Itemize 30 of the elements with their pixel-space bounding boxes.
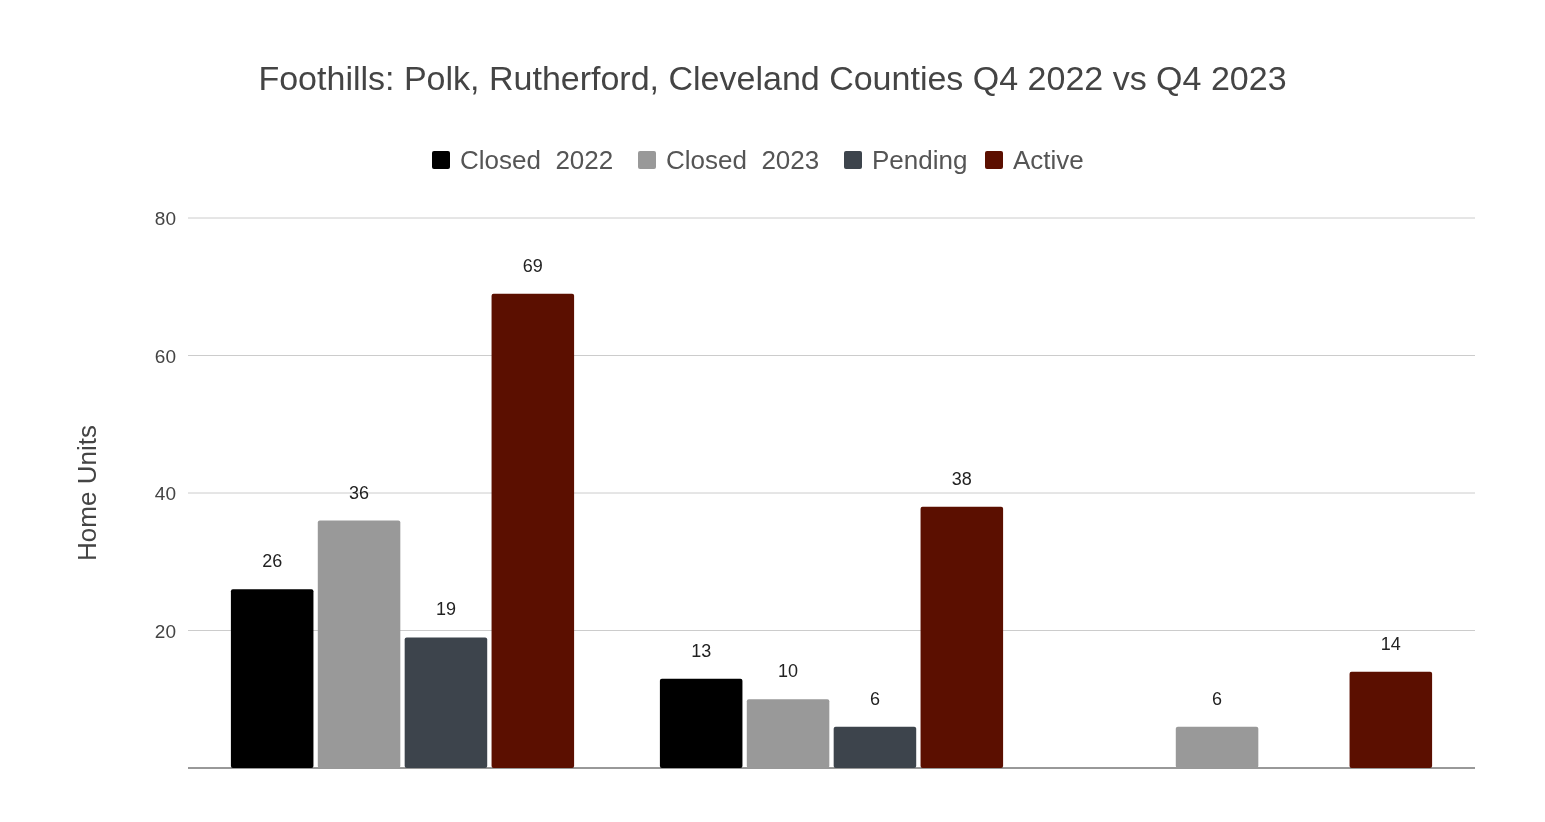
bar bbox=[230, 589, 314, 768]
legend-label: Closed 2022 bbox=[460, 145, 614, 175]
bar bbox=[833, 726, 917, 768]
legend-label: Pending bbox=[872, 145, 968, 175]
data-label: 36 bbox=[349, 482, 370, 503]
data-label: 26 bbox=[262, 551, 283, 572]
data-label: 14 bbox=[1380, 633, 1401, 654]
data-label: 6 bbox=[869, 688, 880, 709]
y-axis-title: Home Units bbox=[72, 425, 102, 561]
data-label: 69 bbox=[522, 255, 543, 276]
bar bbox=[491, 293, 575, 768]
y-tick-label: 60 bbox=[154, 345, 176, 367]
data-label: 13 bbox=[691, 640, 712, 661]
y-tick-label: 40 bbox=[154, 483, 176, 504]
bar bbox=[920, 506, 1004, 768]
legend-label: Closed 2023 bbox=[666, 145, 820, 175]
y-tick-label: 80 bbox=[154, 208, 176, 229]
y-tick-label: 20 bbox=[154, 620, 176, 642]
bar bbox=[404, 637, 488, 768]
chart-title: Foothills: Polk, Rutherford, Cleveland Counties Q4 2022 vs Q4 2023 bbox=[258, 59, 1287, 97]
data-label: 19 bbox=[435, 599, 456, 620]
bar bbox=[1175, 726, 1259, 768]
data-label: 10 bbox=[778, 661, 799, 682]
bar bbox=[1349, 671, 1433, 768]
data-label: 6 bbox=[1212, 688, 1223, 709]
bar bbox=[317, 520, 401, 768]
legend-label: Active bbox=[1013, 145, 1084, 175]
bar bbox=[746, 699, 830, 768]
bar bbox=[659, 678, 743, 768]
data-label: 38 bbox=[951, 468, 972, 489]
